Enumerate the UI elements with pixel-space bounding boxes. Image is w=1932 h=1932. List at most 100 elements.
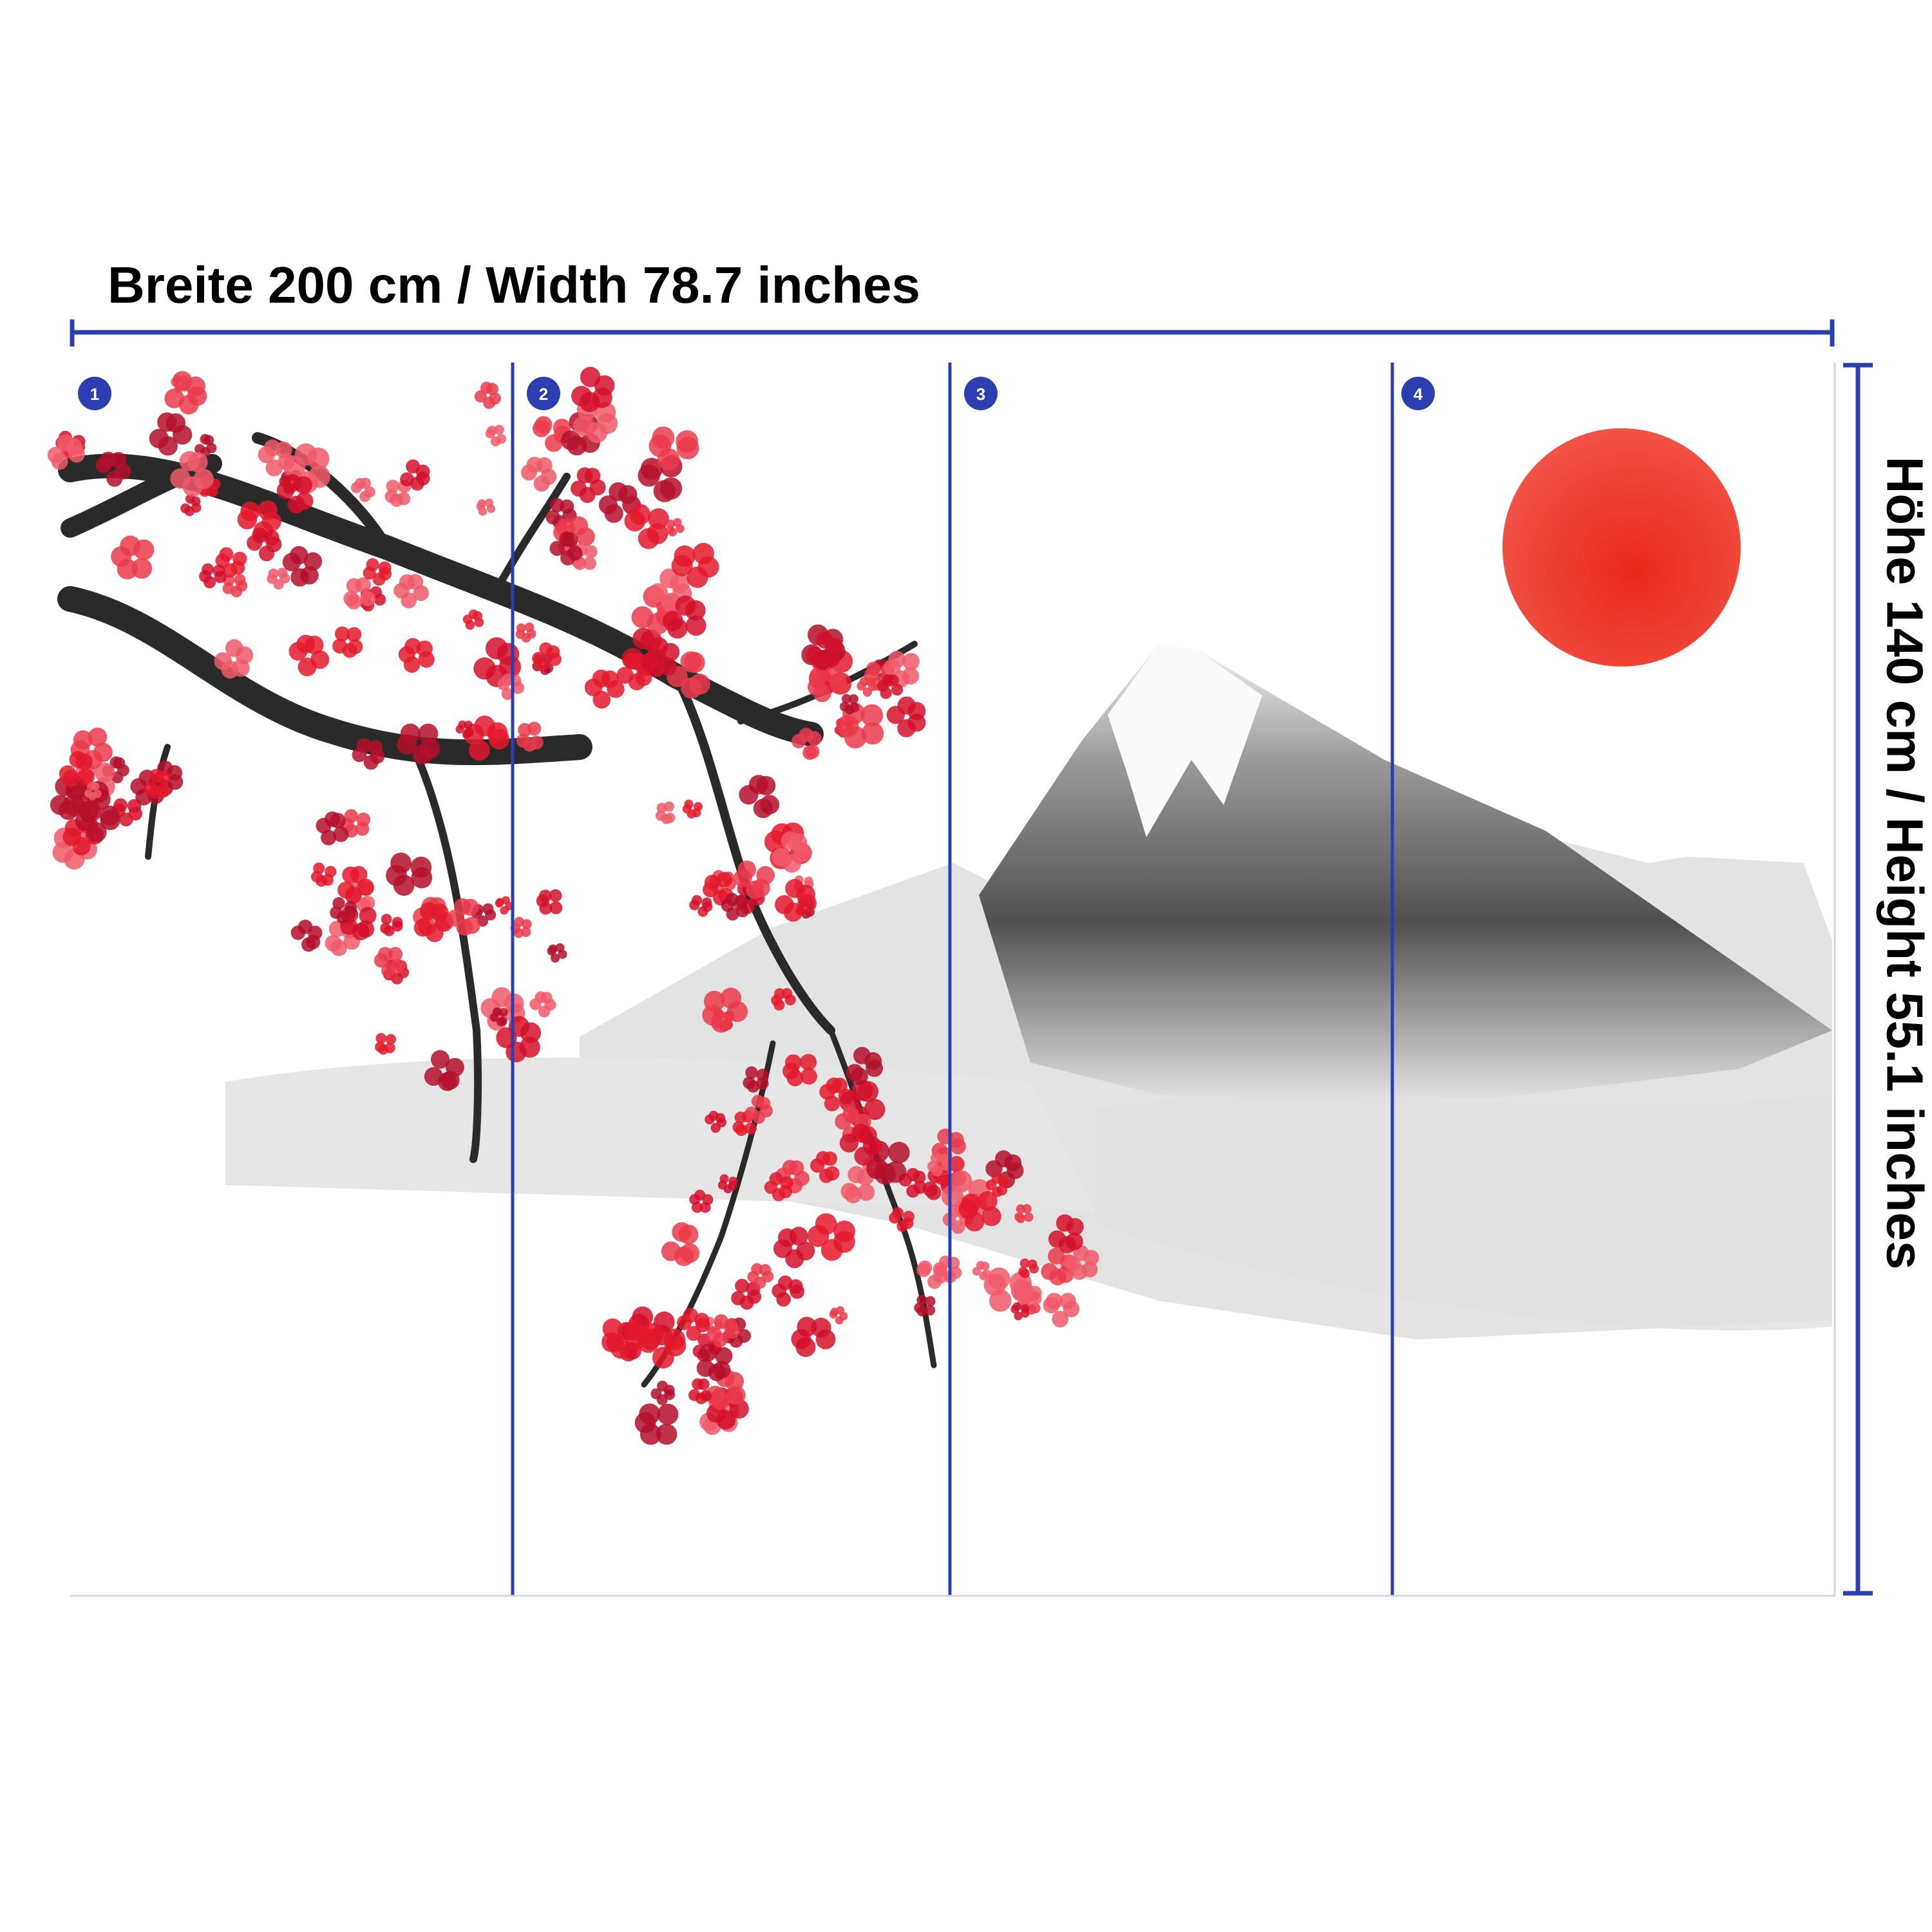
petal [927,1274,942,1289]
petal [381,913,392,925]
petal [594,375,615,396]
petal [979,1271,989,1280]
petal [1014,1212,1024,1222]
petal [549,901,563,914]
petal [860,704,884,727]
petal [1028,1285,1042,1300]
petal [737,860,757,879]
petal [892,1207,904,1219]
petal [555,943,565,952]
petal [377,947,393,961]
petal [978,1191,998,1211]
petal [907,702,926,721]
petal [701,897,712,908]
panel-badge [78,377,111,410]
petal [484,498,494,507]
petal [789,1226,808,1246]
petal [720,987,742,1009]
petal [194,444,205,455]
petal [756,775,776,795]
petal [407,574,424,590]
petal [469,739,490,761]
petal [670,573,690,593]
petal [623,1320,645,1341]
petal [571,386,592,406]
petal [325,866,337,878]
petal [540,992,553,1004]
petal [464,720,473,730]
petal [1017,1282,1031,1295]
petal [746,880,764,900]
petal [545,510,560,525]
petal [831,1077,848,1094]
petal [629,504,651,526]
petal [560,430,581,451]
petal [692,895,703,906]
petal [494,424,504,435]
petal [866,1157,888,1180]
petal [301,937,316,952]
petal [497,643,520,665]
petal [1048,1230,1066,1248]
petal [430,1050,450,1069]
petal [1024,1212,1034,1222]
petal [715,1347,733,1365]
petal [166,413,186,433]
petal [657,1403,679,1425]
petal [527,721,542,736]
petal [516,623,526,633]
petal [902,652,920,670]
petal [560,550,576,565]
petal [661,643,680,661]
petal [744,1122,757,1135]
petal [375,1033,386,1044]
petal [386,479,400,493]
petal [1014,1311,1023,1321]
petal [356,812,371,827]
petal [368,740,383,755]
petal [191,496,201,507]
petal [674,545,696,567]
petal [684,799,694,809]
petal [501,896,510,905]
petal [735,894,748,908]
petal [418,723,439,744]
petal [535,416,553,434]
petal [704,875,720,891]
panel-number: 1 [90,384,99,404]
petal [715,1113,726,1123]
petal [663,1385,675,1396]
petal [258,500,278,520]
petal [584,468,601,484]
petal [486,383,498,395]
petal [332,638,348,654]
petal [939,1153,951,1165]
petal [744,1106,758,1120]
petal [857,1184,875,1201]
petal [846,1064,864,1082]
petal [705,1385,725,1405]
petal [656,1423,677,1445]
petal [948,1132,964,1148]
petal [277,567,288,578]
petal [697,1378,710,1390]
petal [91,782,100,791]
petal [686,1326,701,1341]
petal [1052,1311,1069,1328]
petal [693,802,703,811]
petal [473,611,483,621]
petal [912,1170,926,1184]
petal [462,730,471,739]
petal [290,568,309,587]
petal [678,1224,699,1245]
petal [688,1389,701,1401]
petal [313,862,325,875]
petal [202,563,214,576]
petal [462,898,479,916]
petal [743,1076,755,1090]
petal [683,1307,698,1323]
petal [346,627,362,642]
petal [687,566,708,588]
petal [745,1066,758,1079]
